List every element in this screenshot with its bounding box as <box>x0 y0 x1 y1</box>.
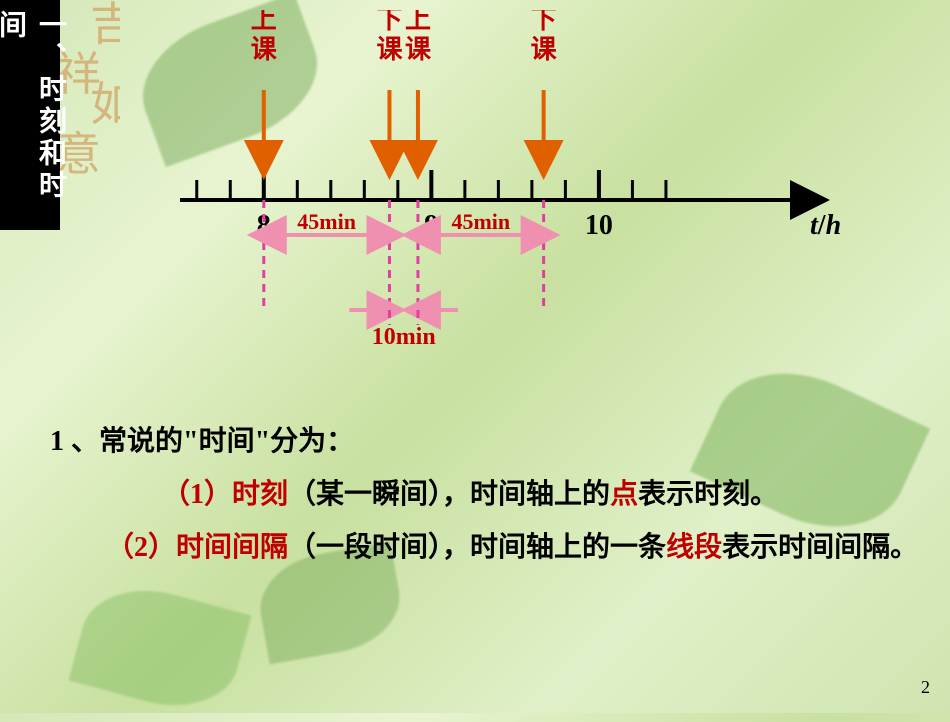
text: 表示时间间隔。 <box>722 532 918 563</box>
body-text: 1 、常说的"时间"分为： （1）时刻（某一瞬间），时间轴上的点表示时刻。 （2… <box>50 415 920 575</box>
text: 分为： <box>270 426 354 457</box>
point-key: 线段 <box>666 532 722 563</box>
body-line-1: 1 、常说的"时间"分为： <box>50 415 920 468</box>
text: " <box>255 426 271 457</box>
point-term: 时刻 <box>232 479 288 510</box>
text: " <box>183 426 199 457</box>
point-number: （2） <box>106 532 176 563</box>
body-point-1: （1）时刻（某一瞬间），时间轴上的点表示时刻。 <box>50 468 920 521</box>
svg-text:课: 课 <box>405 35 432 64</box>
text: 时间 <box>199 426 255 457</box>
svg-text:10: 10 <box>585 210 613 241</box>
decorative-leaf <box>68 574 251 722</box>
text: 1 、常说的 <box>50 426 183 457</box>
svg-text:t/h: t/h <box>810 210 841 241</box>
text: 表示时刻。 <box>638 479 778 510</box>
svg-text:课: 课 <box>251 35 278 64</box>
svg-text:下: 下 <box>376 10 402 34</box>
body-point-2: （2）时间间隔（一段时间），时间轴上的一条线段表示时间间隔。 <box>50 521 920 574</box>
section-title-sidebar: 一、时刻和时间 <box>0 0 60 230</box>
section-title-text: 一、时刻和时间 <box>0 10 70 230</box>
svg-text:如: 如 <box>90 79 120 130</box>
point-term: 时间间隔 <box>176 532 288 563</box>
svg-text:下: 下 <box>531 10 557 34</box>
svg-text:课: 课 <box>376 35 403 64</box>
point-number: （1） <box>162 479 232 510</box>
svg-text:课: 课 <box>531 35 558 64</box>
text: ，时间轴上的 <box>442 479 610 510</box>
text: ，时间轴上的一条 <box>442 532 666 563</box>
timeline-diagram: 8910t/h上课下课上课下课45min45min10min <box>150 10 850 390</box>
svg-text:上: 上 <box>251 10 277 34</box>
page-number: 2 <box>921 677 930 698</box>
text: （某一瞬间） <box>288 479 442 510</box>
svg-text:45min: 45min <box>451 209 510 234</box>
svg-text:吉: 吉 <box>90 0 120 50</box>
svg-text:10min: 10min <box>372 324 436 350</box>
svg-text:45min: 45min <box>297 209 356 234</box>
point-key: 点 <box>610 479 638 510</box>
text: （一段时间） <box>288 532 442 563</box>
svg-text:上: 上 <box>405 10 431 34</box>
